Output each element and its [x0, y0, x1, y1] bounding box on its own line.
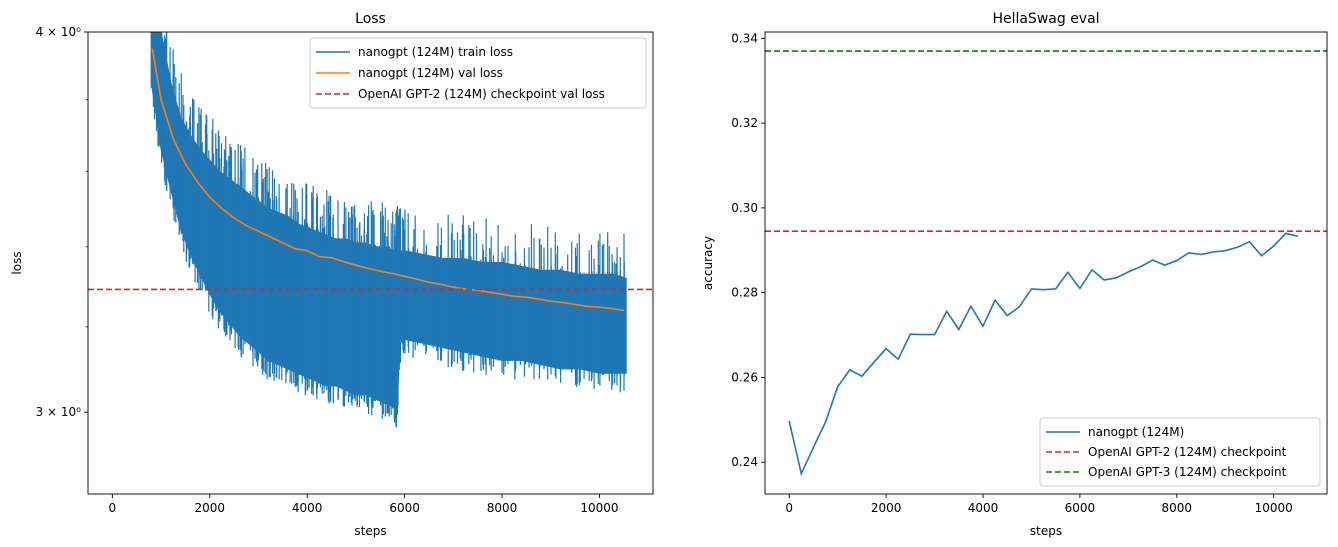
loss-x-axis-label: steps — [354, 524, 386, 538]
loss-x-axis: 0 2000 4000 6000 8000 10000 — [109, 494, 619, 515]
loss-x-tick-label: 6000 — [389, 501, 420, 515]
loss-x-tick-label: 4000 — [292, 501, 323, 515]
loss-chart-title: Loss — [355, 11, 386, 27]
hellaswag-x-tick-label: 0 — [785, 501, 793, 515]
loss-y-tick-label: 3 × 10⁰ — [36, 405, 82, 419]
hellaswag-x-tick-label: 4000 — [968, 501, 999, 515]
hellaswag-y-tick-label: 0.26 — [731, 370, 758, 384]
hellaswag-legend-box — [1039, 417, 1321, 487]
nanogpt-accuracy-line — [788, 232, 1299, 477]
loss-legend-label: nanogpt (124M) val loss — [358, 66, 503, 80]
val-loss-line — [151, 48, 624, 312]
hellaswag-x-tick-label: 10000 — [1255, 501, 1293, 515]
hellaswag-chart: HellaSwag eval 0 2000 4000 6000 8000 10000 0.… — [701, 11, 1328, 538]
hellaswag-legend-label: nanogpt (124M) — [1088, 425, 1184, 439]
hellaswag-axes-frame — [764, 31, 1328, 495]
loss-legend-label: nanogpt (124M) train loss — [358, 45, 513, 59]
hellaswag-y-tick-label: 0.28 — [731, 286, 758, 300]
hellaswag-legend: nanogpt (124M) OpenAI GPT-2 (124M) checkp… — [1039, 417, 1321, 487]
loss-legend-label: OpenAI GPT-2 (124M) checkpoint val loss — [358, 87, 605, 101]
train-loss-noise — [150, 32, 625, 428]
hellaswag-x-tick-label: 6000 — [1065, 501, 1096, 515]
loss-axes-frame — [87, 31, 654, 495]
hellaswag-x-axis-label: steps — [1030, 524, 1062, 538]
loss-y-axis: 3 × 10⁰ 4 × 10⁰ — [36, 25, 88, 419]
hellaswag-x-tick-label: 8000 — [1162, 501, 1193, 515]
hellaswag-x-axis: 0 2000 4000 6000 8000 10000 — [785, 494, 1293, 515]
loss-x-tick-label: 10000 — [580, 501, 618, 515]
hellaswag-y-tick-label: 0.32 — [731, 116, 758, 130]
hellaswag-y-tick-label: 0.34 — [731, 31, 758, 45]
loss-y-axis-label: loss — [10, 251, 24, 274]
loss-plot-area — [88, 32, 653, 428]
loss-x-tick-label: 8000 — [487, 501, 518, 515]
loss-x-tick-label: 0 — [109, 501, 117, 515]
hellaswag-legend-label: OpenAI GPT-2 (124M) checkpoint — [1088, 445, 1287, 459]
loss-chart: Loss 0 2000 4000 6000 8000 10000 3 × 10⁰ 4 × 1… — [10, 11, 654, 538]
hellaswag-y-axis-label: accuracy — [701, 236, 715, 290]
loss-x-tick-label: 2000 — [194, 501, 225, 515]
hellaswag-y-axis: 0.24 0.26 0.28 0.30 0.32 0.34 — [731, 31, 765, 469]
loss-legend-box — [309, 37, 647, 109]
loss-legend: nanogpt (124M) train loss nanogpt (124M) … — [309, 37, 647, 109]
hellaswag-x-tick-label: 2000 — [871, 501, 902, 515]
hellaswag-chart-title: HellaSwag eval — [992, 11, 1099, 27]
loss-y-tick-label: 4 × 10⁰ — [36, 25, 82, 39]
hellaswag-legend-label: OpenAI GPT-3 (124M) checkpoint — [1088, 465, 1287, 479]
hellaswag-y-tick-label: 0.24 — [731, 455, 758, 469]
hellaswag-y-tick-label: 0.30 — [731, 201, 758, 215]
hellaswag-plot-area — [765, 50, 1327, 477]
